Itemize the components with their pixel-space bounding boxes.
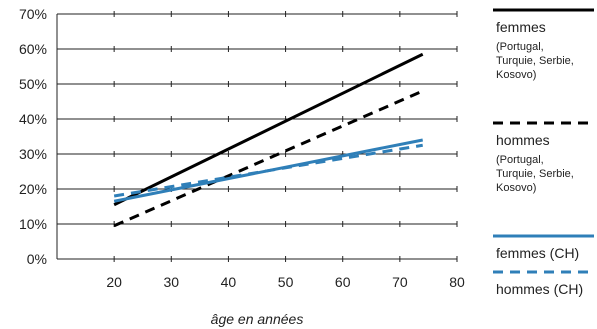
y-tick-label: 0% [27,251,47,267]
series-line [113,89,424,228]
grid [57,13,457,260]
y-tick-label: 10% [19,216,47,232]
legend-note: (Portugal, [496,154,544,166]
x-tick-label: 20 [106,274,122,290]
legend-note: (Portugal, [496,41,544,53]
legend-note: Turquie, Serbie, [496,168,574,180]
legend-label: hommes [496,132,550,148]
x-tick-label: 80 [449,274,465,290]
series-lines [113,52,424,228]
legend-label: hommes (CH) [496,281,583,297]
legend-note: Kosovo) [496,182,536,194]
y-tick-label: 30% [19,146,47,162]
x-tick-label: 60 [335,274,351,290]
axes: 0% 10% 20% 30% 40% 50% 60% 70% 20 30 40 50 60 70 80 [19,6,465,290]
legend-note: Kosovo) [496,69,536,81]
x-tick-label: 40 [221,274,237,290]
y-tick-label: 20% [19,181,47,197]
legend-label: femmes [496,19,546,35]
y-tick-label: 60% [19,41,47,57]
y-tick-label: 50% [19,76,47,92]
x-tick-label: 70 [392,274,408,290]
series-line [113,143,423,198]
y-tick-label: 70% [19,6,47,22]
x-tick-label: 30 [163,274,179,290]
series-line [113,52,424,207]
legend-label: femmes (CH) [496,245,579,261]
y-tick-label: 40% [19,111,47,127]
x-axis-label: âge en années [211,311,304,327]
legend: femmes (Portugal, Turquie, Serbie, Kosovo) h… [493,8,594,297]
x-tick-label: 50 [278,274,294,290]
legend-note: Turquie, Serbie, [496,55,574,67]
